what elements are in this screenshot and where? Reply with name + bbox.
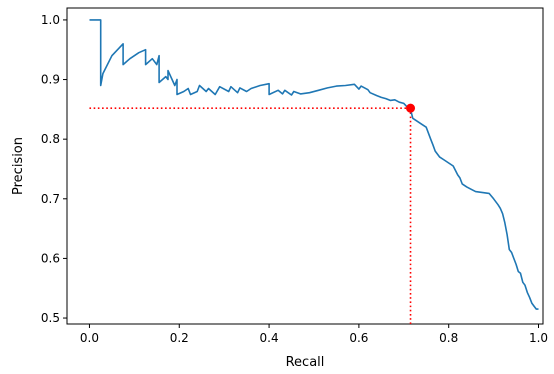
y-tick-label: 0.5 [41, 311, 60, 325]
x-tick-label: 0.2 [170, 331, 189, 345]
highlight-point-marker [406, 103, 416, 113]
y-tick-label: 0.6 [41, 251, 60, 265]
curve-layer [89, 19, 539, 324]
y-tick-label: 1.0 [41, 13, 60, 27]
x-axis-ticks: 0.0 0.2 0.4 0.6 0.8 1.0 [80, 324, 548, 345]
x-tick-label: 0.8 [439, 331, 458, 345]
y-tick-label: 0.8 [41, 132, 60, 146]
x-tick-label: 0.4 [260, 331, 279, 345]
x-tick-label: 1.0 [529, 331, 548, 345]
y-tick-label: 0.7 [41, 192, 60, 206]
x-axis-label: Recall [286, 355, 325, 370]
series-line-0 [89, 19, 539, 310]
y-axis-label: Precision [11, 137, 26, 195]
x-tick-label: 0.0 [80, 331, 99, 345]
x-tick-label: 0.6 [349, 331, 368, 345]
plot-area [66, 7, 544, 325]
y-tick-label: 0.9 [41, 73, 60, 87]
y-axis-ticks: 0.5 0.6 0.7 0.8 0.9 1.0 [41, 13, 67, 325]
